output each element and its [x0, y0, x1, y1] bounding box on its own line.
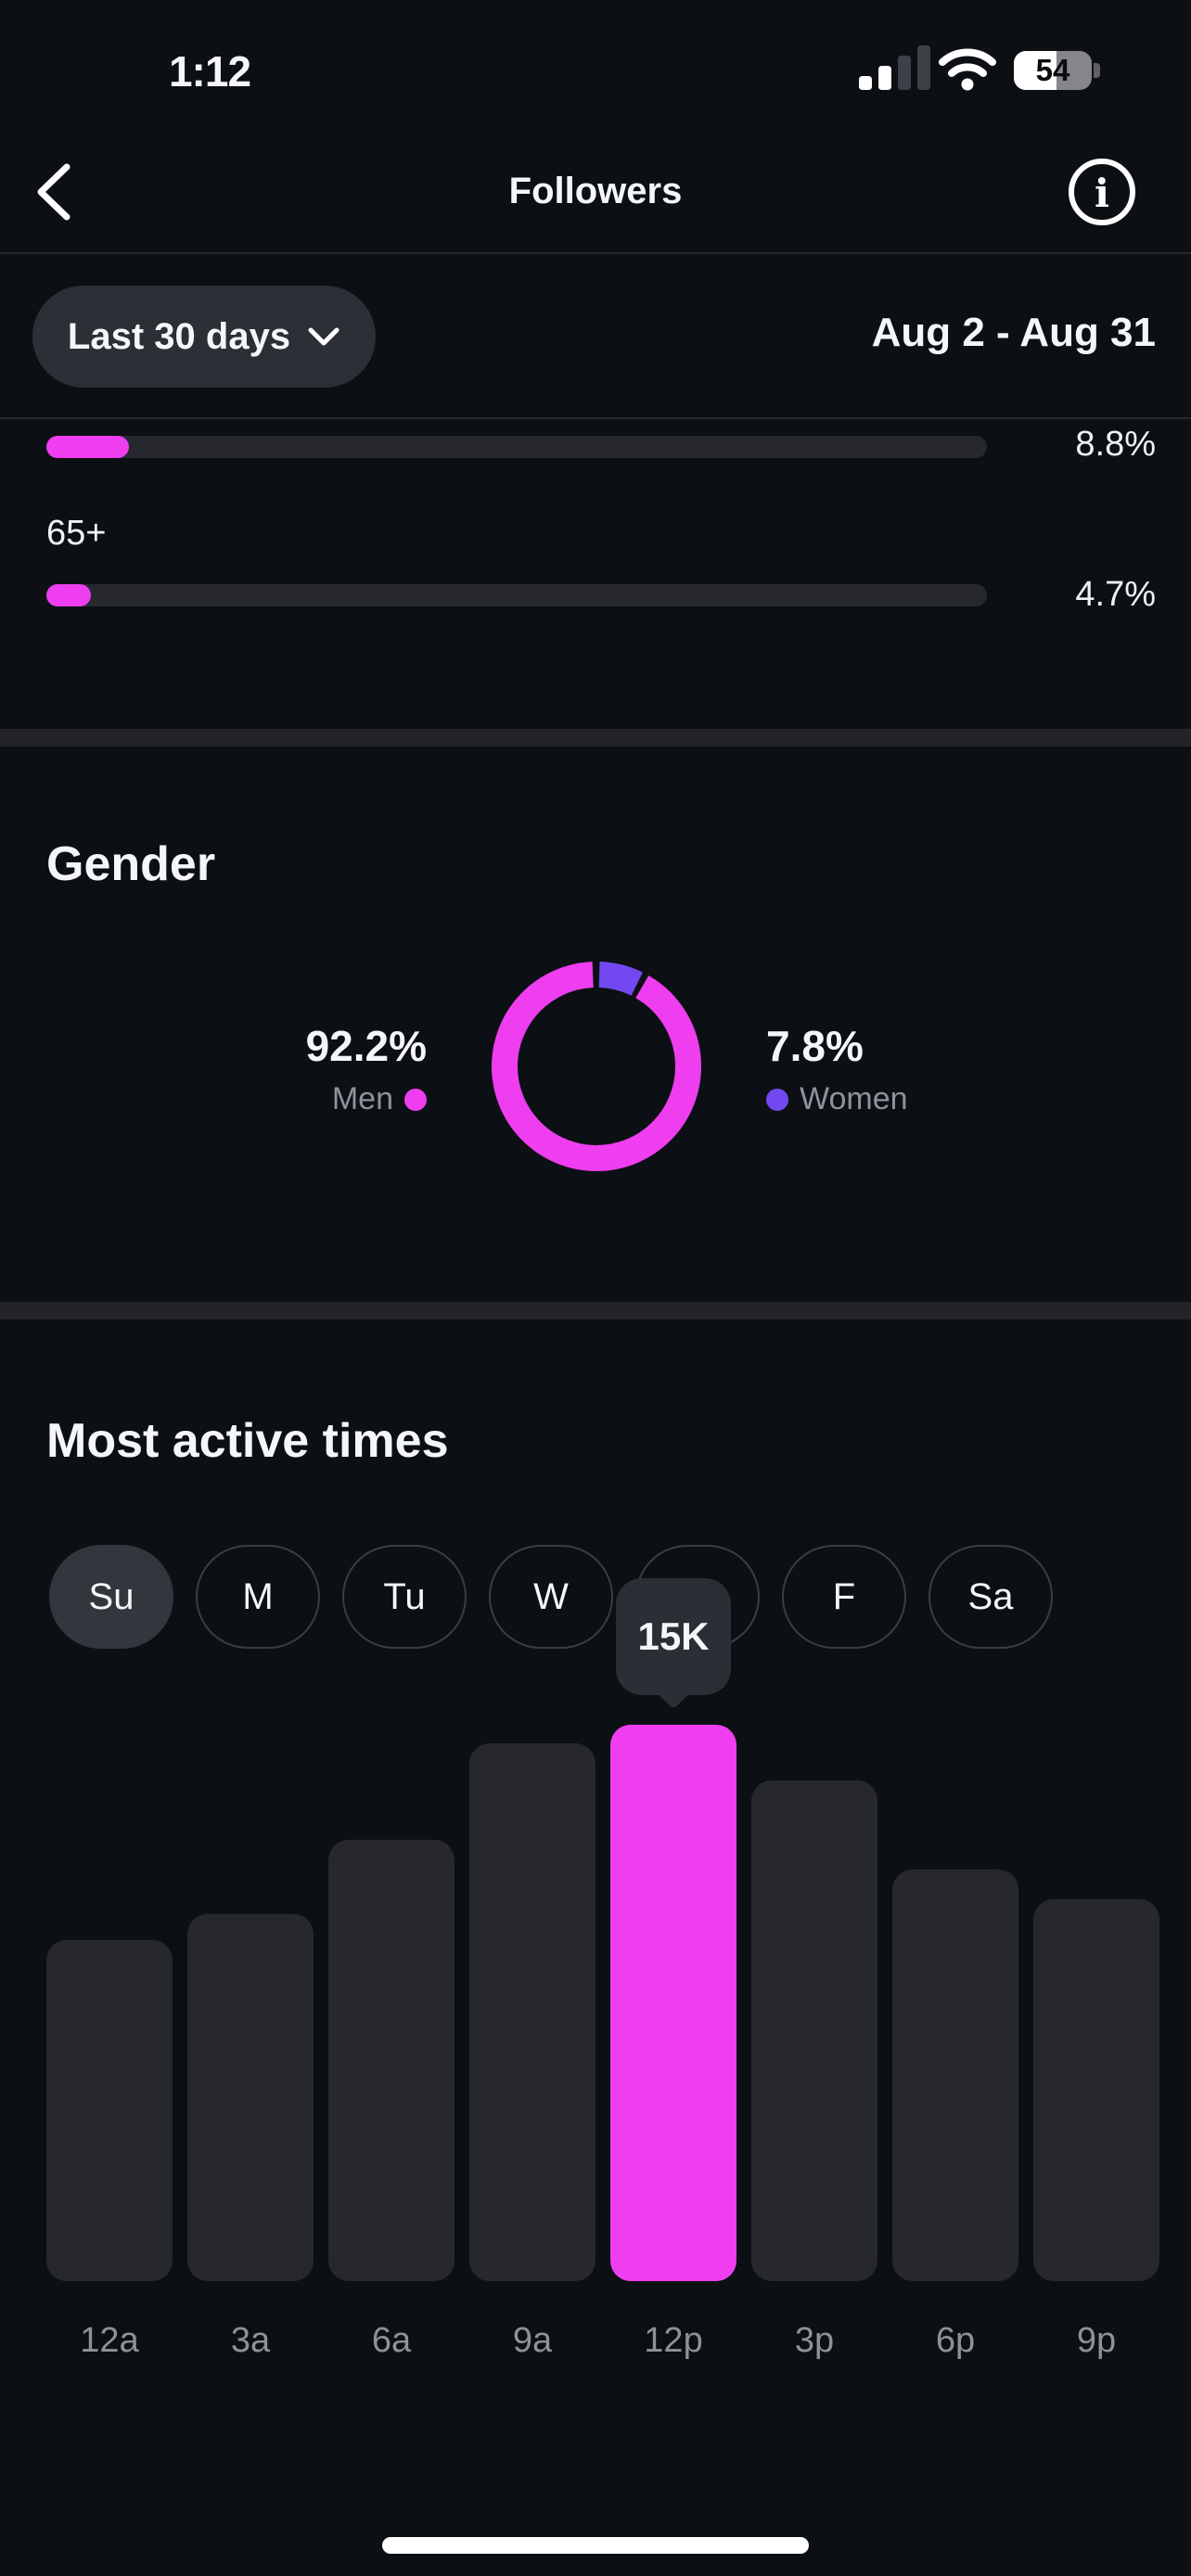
- gender-heading: Gender: [46, 837, 216, 891]
- back-button[interactable]: [32, 161, 74, 223]
- day-pill-label: F: [832, 1575, 856, 1617]
- day-pill-tu[interactable]: Tu: [342, 1545, 467, 1649]
- nav-divider: [0, 252, 1191, 254]
- info-circle-icon: i: [1095, 170, 1109, 216]
- day-pill-label: Tu: [383, 1575, 426, 1617]
- bar-12a[interactable]: [46, 1940, 173, 2281]
- section-separator: [0, 729, 1191, 746]
- day-pill-label: M: [242, 1575, 274, 1617]
- bar-6p[interactable]: [892, 1869, 1018, 2281]
- most-active-times-heading: Most active times: [46, 1414, 449, 1468]
- chevron-left-icon: [37, 163, 70, 221]
- battery-icon: 54: [1014, 51, 1092, 90]
- battery-nub: [1094, 63, 1100, 78]
- day-pill-w[interactable]: W: [489, 1545, 613, 1649]
- filter-divider: [0, 417, 1191, 419]
- age-bar-percent: 8.8%: [1075, 425, 1156, 464]
- bar-label-3a: 3a: [230, 2321, 271, 2360]
- date-range-dropdown[interactable]: Last 30 days: [32, 286, 376, 388]
- age-range-label: 65+: [46, 514, 107, 553]
- bar-3p[interactable]: [751, 1780, 877, 2281]
- hourly-bar-chart: 12a 3a 6a 9a 12p 3p 6p 9p: [46, 1725, 1159, 2411]
- age-bar-track: [46, 584, 987, 606]
- bar-label-12p: 12p: [644, 2321, 703, 2360]
- age-bar-track: [46, 436, 987, 458]
- men-legend-dot: [404, 1088, 427, 1111]
- gender-donut-chart: [492, 962, 701, 1171]
- women-legend-dot: [766, 1088, 788, 1111]
- day-pill-f[interactable]: F: [782, 1545, 906, 1649]
- bar-label-3p: 3p: [794, 2321, 835, 2360]
- men-legend-label: Men: [331, 1081, 393, 1116]
- age-bar-percent: 4.7%: [1075, 575, 1156, 614]
- bar-label-9a: 9a: [512, 2321, 553, 2360]
- home-indicator[interactable]: [382, 2537, 809, 2554]
- day-pill-su[interactable]: Su: [49, 1545, 173, 1649]
- chevron-down-icon: [308, 327, 339, 346]
- page-title: Followers: [508, 171, 683, 211]
- cellular-signal-icon: [859, 42, 931, 90]
- bar-label-6p: 6p: [935, 2321, 976, 2360]
- bar-12p[interactable]: [610, 1725, 736, 2281]
- day-pill-row: SuMTuWThFSa: [0, 1545, 1191, 1649]
- women-percent: 7.8%: [766, 1022, 864, 1070]
- age-bar-fill: [46, 584, 91, 606]
- men-stat: 92.2% Men: [186, 1022, 427, 1117]
- donut-men-arc: [492, 962, 701, 1171]
- value-tooltip: 15K: [616, 1578, 731, 1695]
- women-stat: 7.8% Women: [766, 1022, 1044, 1117]
- men-percent: 92.2%: [305, 1022, 427, 1070]
- status-time: 1:12: [168, 47, 251, 96]
- bar-6a[interactable]: [328, 1840, 455, 2281]
- bar-9a[interactable]: [469, 1743, 596, 2281]
- day-pill-sa[interactable]: Sa: [928, 1545, 1053, 1649]
- battery-fill-level: [1014, 51, 1057, 90]
- women-legend-label: Women: [800, 1081, 908, 1116]
- bar-label-9p: 9p: [1076, 2321, 1117, 2360]
- bar-label-12a: 12a: [80, 2321, 139, 2360]
- date-range-dropdown-label: Last 30 days: [67, 315, 291, 357]
- bar-3a[interactable]: [187, 1914, 314, 2281]
- wifi-icon: [939, 48, 996, 91]
- bar-9p[interactable]: [1033, 1899, 1159, 2281]
- age-bar-fill: [46, 436, 129, 458]
- battery-percent-label: 54: [1035, 53, 1070, 87]
- section-separator: [0, 1302, 1191, 1320]
- info-button[interactable]: i: [1069, 159, 1135, 225]
- day-pill-m[interactable]: M: [196, 1545, 320, 1649]
- day-pill-label: Sa: [967, 1575, 1014, 1617]
- date-range-label: Aug 2 - Aug 31: [871, 310, 1156, 355]
- day-pill-label: Su: [88, 1575, 134, 1617]
- day-pill-label: W: [533, 1575, 569, 1617]
- bar-label-6a: 6a: [371, 2321, 412, 2360]
